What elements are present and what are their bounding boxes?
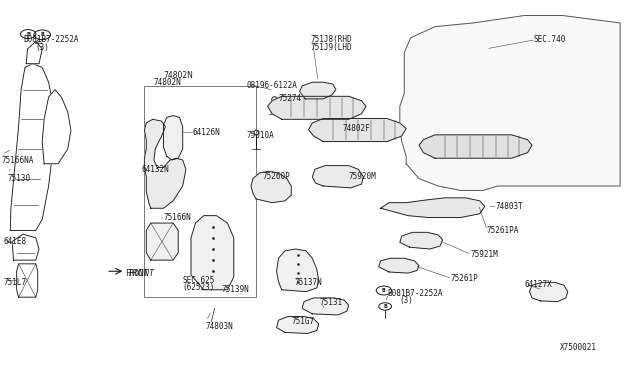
Text: 74803N: 74803N xyxy=(205,322,233,331)
Text: B081B7-2252A: B081B7-2252A xyxy=(387,289,442,298)
Text: 75137N: 75137N xyxy=(294,278,322,287)
Text: B: B xyxy=(40,32,44,37)
Text: SEC.625: SEC.625 xyxy=(182,276,215,285)
Polygon shape xyxy=(308,119,406,141)
Text: 64132N: 64132N xyxy=(141,165,169,174)
Text: (3): (3) xyxy=(400,296,413,305)
Text: 751J9(LHD: 751J9(LHD xyxy=(310,42,352,51)
Bar xyxy=(145,86,256,297)
Text: 751G7: 751G7 xyxy=(291,317,314,326)
Polygon shape xyxy=(17,264,38,297)
Text: B: B xyxy=(26,32,30,36)
Text: 75920M: 75920M xyxy=(349,172,376,181)
Polygon shape xyxy=(312,166,364,188)
Text: 75921M: 75921M xyxy=(470,250,498,259)
Text: 74802F: 74802F xyxy=(342,124,370,133)
Text: 75130: 75130 xyxy=(7,174,30,183)
Text: 751L7: 751L7 xyxy=(4,278,27,287)
Polygon shape xyxy=(147,223,178,260)
Text: FRONT: FRONT xyxy=(129,269,154,278)
Text: 75139N: 75139N xyxy=(221,285,249,294)
Polygon shape xyxy=(529,282,568,302)
Polygon shape xyxy=(300,82,336,99)
Text: B: B xyxy=(383,304,387,309)
Polygon shape xyxy=(191,216,234,290)
Text: 74802N: 74802N xyxy=(164,71,193,80)
Text: B081B7-2252A: B081B7-2252A xyxy=(23,35,79,44)
Polygon shape xyxy=(10,64,53,231)
Polygon shape xyxy=(276,249,319,292)
Polygon shape xyxy=(251,171,291,203)
Text: 74803T: 74803T xyxy=(495,202,524,211)
Polygon shape xyxy=(276,317,319,334)
Text: 75261PA: 75261PA xyxy=(486,226,518,235)
Polygon shape xyxy=(400,16,620,190)
Polygon shape xyxy=(379,258,419,273)
Polygon shape xyxy=(26,41,42,64)
Text: 64126N: 64126N xyxy=(192,128,220,137)
Text: X7500021: X7500021 xyxy=(559,343,596,352)
Text: 75010A: 75010A xyxy=(246,131,275,141)
Polygon shape xyxy=(419,135,532,158)
Text: 08196-6122A: 08196-6122A xyxy=(246,81,298,90)
Text: 75166NA: 75166NA xyxy=(2,155,35,164)
Text: 641E8: 641E8 xyxy=(4,237,27,246)
Text: (62523): (62523) xyxy=(182,283,215,292)
Polygon shape xyxy=(302,298,349,315)
Polygon shape xyxy=(42,90,71,164)
Text: 75274: 75274 xyxy=(278,94,301,103)
Text: 75166N: 75166N xyxy=(164,213,191,222)
Polygon shape xyxy=(145,119,186,208)
Polygon shape xyxy=(400,232,443,249)
Text: FRONT: FRONT xyxy=(125,269,148,278)
Text: (3): (3) xyxy=(36,42,50,51)
Polygon shape xyxy=(12,234,39,260)
Text: 751J8(RHD: 751J8(RHD xyxy=(310,35,352,44)
Polygon shape xyxy=(381,198,484,218)
Text: 64127X: 64127X xyxy=(524,280,552,289)
Text: 75260P: 75260P xyxy=(262,172,291,181)
Polygon shape xyxy=(164,116,182,160)
Text: SEC.740: SEC.740 xyxy=(534,35,566,44)
Polygon shape xyxy=(268,96,366,119)
Text: B: B xyxy=(382,288,386,293)
Text: 75261P: 75261P xyxy=(451,274,479,283)
Text: 75131: 75131 xyxy=(320,298,343,307)
Text: 74802N: 74802N xyxy=(154,78,182,87)
